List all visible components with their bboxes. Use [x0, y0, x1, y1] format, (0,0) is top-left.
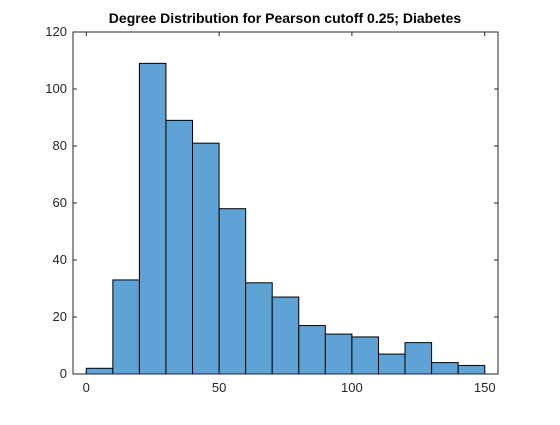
x-tick-label-2: 100: [341, 380, 363, 395]
histogram-bar-3: [166, 120, 193, 374]
x-tick-label-0: 0: [83, 380, 90, 395]
histogram-bar-13: [432, 363, 459, 374]
histogram-bar-1: [113, 280, 140, 374]
histogram-bar-0: [86, 368, 113, 374]
histogram-bar-2: [139, 63, 166, 374]
x-tick-label-1: 50: [212, 380, 226, 395]
y-tick-label-3: 60: [53, 195, 67, 210]
y-tick-label-5: 100: [45, 81, 67, 96]
y-tick-label-0: 0: [60, 366, 67, 381]
x-tick-label-3: 150: [474, 380, 496, 395]
histogram-bar-11: [378, 354, 405, 374]
y-tick-label-4: 80: [53, 138, 67, 153]
histogram-bar-10: [352, 337, 379, 374]
y-tick-label-2: 40: [53, 252, 67, 267]
histogram-bar-9: [325, 334, 352, 374]
chart-title: Degree Distribution for Pearson cutoff 0…: [109, 10, 462, 26]
histogram-bar-4: [193, 143, 220, 374]
histogram-bar-6: [246, 283, 273, 374]
histogram-bar-8: [299, 326, 326, 374]
y-tick-label-1: 20: [53, 309, 67, 324]
histogram-bar-5: [219, 209, 246, 374]
histogram-bar-12: [405, 343, 432, 374]
histogram-bar-7: [272, 297, 299, 374]
histogram-bar-14: [458, 365, 485, 374]
y-tick-label-6: 120: [45, 24, 67, 39]
